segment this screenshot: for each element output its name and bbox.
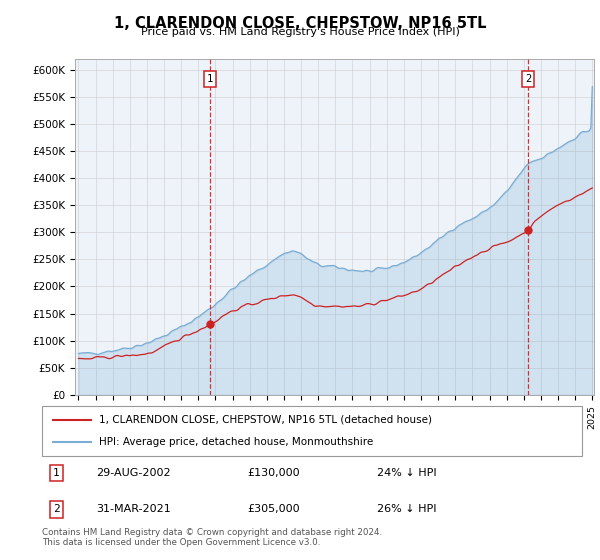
Text: £305,000: £305,000 [247, 505, 300, 515]
Text: 1, CLARENDON CLOSE, CHEPSTOW, NP16 5TL: 1, CLARENDON CLOSE, CHEPSTOW, NP16 5TL [114, 16, 486, 31]
Text: 29-AUG-2002: 29-AUG-2002 [96, 468, 170, 478]
Text: 1: 1 [53, 468, 59, 478]
Text: Contains HM Land Registry data © Crown copyright and database right 2024.
This d: Contains HM Land Registry data © Crown c… [42, 528, 382, 547]
Text: 1: 1 [206, 74, 213, 85]
Text: HPI: Average price, detached house, Monmouthshire: HPI: Average price, detached house, Monm… [98, 437, 373, 447]
Text: 1, CLARENDON CLOSE, CHEPSTOW, NP16 5TL (detached house): 1, CLARENDON CLOSE, CHEPSTOW, NP16 5TL (… [98, 414, 432, 424]
Text: Price paid vs. HM Land Registry's House Price Index (HPI): Price paid vs. HM Land Registry's House … [140, 27, 460, 37]
FancyBboxPatch shape [42, 406, 582, 456]
Text: 2: 2 [53, 505, 59, 515]
Text: 31-MAR-2021: 31-MAR-2021 [96, 505, 171, 515]
Text: £130,000: £130,000 [247, 468, 300, 478]
Text: 26% ↓ HPI: 26% ↓ HPI [377, 505, 436, 515]
Text: 24% ↓ HPI: 24% ↓ HPI [377, 468, 436, 478]
Text: 2: 2 [525, 74, 531, 85]
